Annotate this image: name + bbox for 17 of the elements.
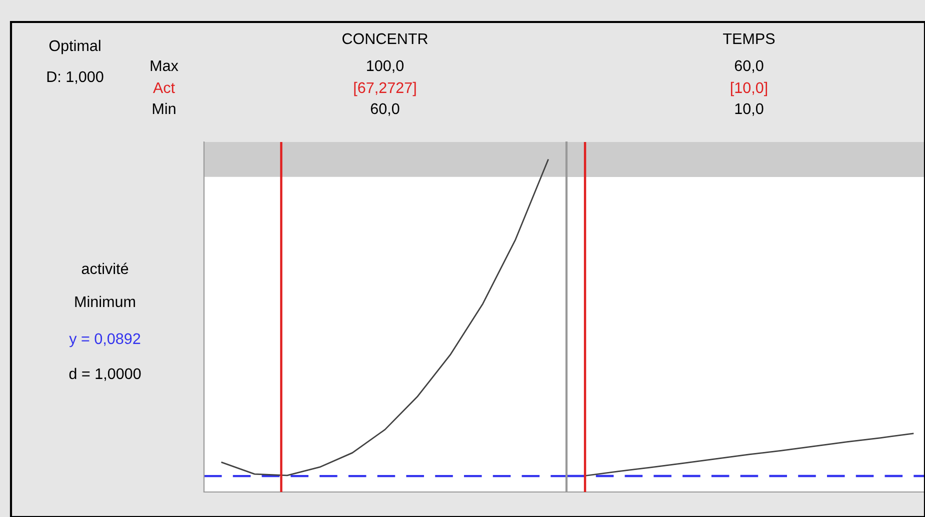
text: Max <box>150 60 178 72</box>
text: 60,0 <box>370 103 400 116</box>
text: 60,0 <box>734 60 764 73</box>
chart-title: CONCENTR <box>342 33 428 44</box>
text: d = 1,0000 <box>69 368 141 381</box>
text: [10,0] <box>730 82 768 96</box>
text: 100,0 <box>367 60 404 73</box>
text: Minimum <box>75 296 135 308</box>
text: D: 1,000 <box>47 71 104 84</box>
text: 10,0 <box>735 103 764 116</box>
text: [67,2727] <box>354 82 416 96</box>
text: y = 0,0892 <box>69 333 140 348</box>
text: Optimal <box>49 40 100 54</box>
chart-title: TEMPS <box>723 33 775 44</box>
text: activité <box>82 262 128 274</box>
text: Act <box>152 82 175 94</box>
text: Min <box>152 102 176 114</box>
